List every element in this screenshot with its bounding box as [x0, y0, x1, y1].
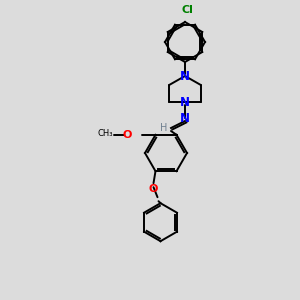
Text: O: O [149, 184, 158, 194]
Text: Cl: Cl [181, 5, 193, 15]
Text: N: N [180, 95, 190, 109]
Text: H: H [160, 123, 168, 133]
Text: N: N [180, 112, 190, 125]
Text: CH₃: CH₃ [98, 129, 113, 138]
Text: O: O [123, 130, 132, 140]
Text: N: N [180, 70, 190, 83]
